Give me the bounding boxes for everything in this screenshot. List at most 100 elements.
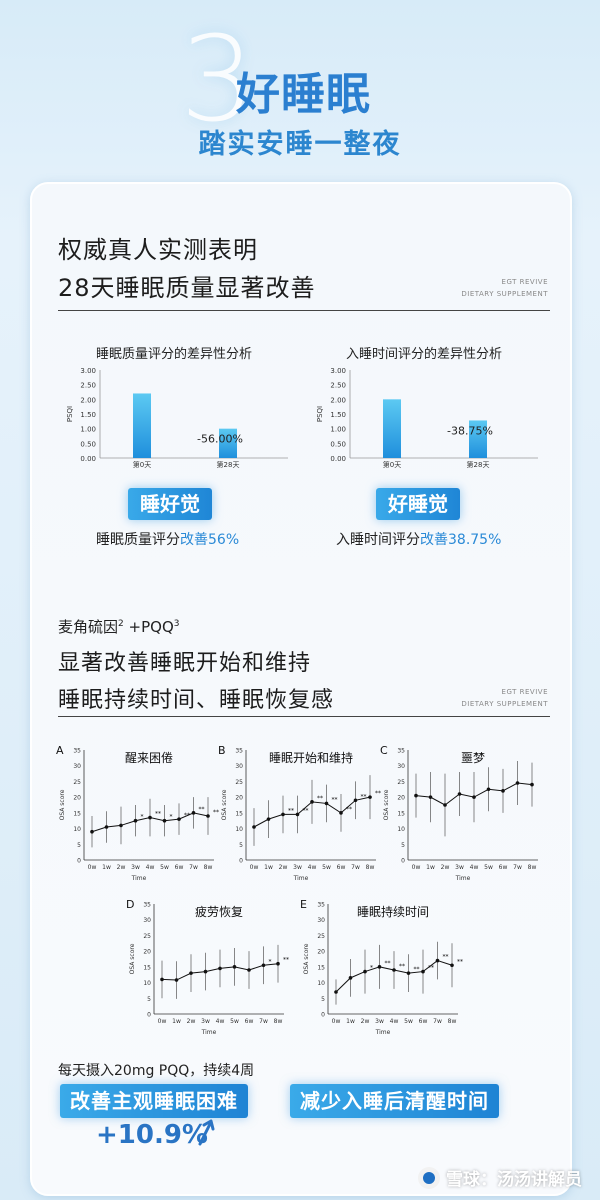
data-point: [189, 971, 193, 975]
y-axis-label: PSQI: [66, 406, 74, 422]
y-tick-label: 0.00: [330, 455, 346, 463]
x-tick-label: 2w: [187, 1018, 196, 1025]
x-tick-label: 6w: [245, 1018, 254, 1025]
x-tick-label: 3w: [293, 864, 302, 871]
x-tick-label: 5w: [230, 1018, 239, 1025]
significance-mark: **: [457, 958, 463, 965]
x-tick-label: 0w: [158, 1018, 167, 1025]
y-tick-label: 20: [397, 795, 405, 802]
bar-chart-title-2: 入睡时间评分的差异性分析: [346, 347, 503, 362]
data-point: [261, 963, 266, 968]
data-point: [177, 817, 181, 821]
x-tick-label: 8w: [528, 864, 537, 871]
data-point: [203, 969, 208, 974]
osa-chart-title: 醒来困倦: [125, 751, 173, 765]
x-tick-label: 4w: [146, 864, 155, 871]
bar-annotation: -38.75%: [447, 424, 493, 437]
y-tick-label: 1.00: [330, 426, 346, 434]
bar: [133, 393, 151, 458]
y-tick-label: 20: [317, 949, 325, 956]
x-tick-label: 5w: [484, 864, 493, 871]
osa-chart-title: 噩梦: [461, 751, 485, 765]
significance-mark: *: [370, 965, 373, 972]
y-axis-label: OSA score: [59, 789, 66, 820]
section2-line1: 显著改善睡眠开始和维持: [58, 651, 312, 676]
bar-chart-quality: 3.00 2.50 2.00 1.50 1.00 0.50 0.00 PSQI 第0天 第28天 -…: [66, 367, 288, 469]
x-tick-label: 2w: [361, 1018, 370, 1025]
x-tick-label: 1w: [346, 1018, 355, 1025]
bar-annotation: -56.00%: [197, 433, 243, 446]
data-point: [339, 811, 343, 815]
y-tick-label: 15: [397, 810, 405, 817]
y-tick-label: 5: [77, 842, 81, 849]
percent-value: +10.9%: [96, 1120, 208, 1150]
banner-wake-time: 减少入睡后清醒时间: [290, 1084, 499, 1118]
y-tick-label: 1.50: [80, 411, 96, 419]
data-point: [148, 815, 152, 820]
data-point: [363, 969, 367, 974]
x-axis-label: Time: [455, 875, 471, 882]
y-tick-label: 0.50: [330, 440, 346, 448]
y-tick-label: 20: [143, 949, 151, 956]
data-point: [90, 829, 94, 834]
y-tick-label: 15: [73, 810, 81, 817]
significance-mark: **: [443, 954, 449, 961]
y-tick-label: 10: [73, 826, 81, 833]
ingredient-line: 麦角硫因2 +PQQ3: [58, 618, 180, 636]
y-tick-label: 0: [147, 1012, 151, 1019]
data-point: [457, 792, 462, 796]
data-point: [501, 789, 505, 793]
y-axis-label: OSA score: [129, 943, 136, 974]
data-point: [421, 969, 425, 974]
data-point: [206, 814, 210, 818]
data-point: [450, 963, 454, 968]
osa-chart-title: 睡眠开始和维持: [269, 750, 353, 765]
banner-subjective: 改善主观睡眠困难: [60, 1084, 248, 1118]
significance-mark: *: [269, 958, 272, 965]
y-tick-label: 15: [143, 964, 151, 971]
y-tick-label: 30: [317, 917, 325, 924]
y-tick-label: 30: [397, 763, 405, 770]
data-point: [133, 818, 138, 823]
y-tick-label: 1.00: [80, 426, 96, 434]
x-tick-label: 3w: [131, 864, 140, 871]
y-tick-label: 2.50: [80, 382, 96, 390]
significance-mark: **: [317, 795, 323, 802]
x-tick-label: 6w: [419, 1018, 428, 1025]
result-caption-2: 入睡时间评分改善38.75%: [336, 532, 502, 548]
data-point: [435, 958, 440, 963]
divider: [58, 310, 550, 311]
data-point: [414, 793, 418, 798]
x-axis-label: Time: [131, 875, 147, 882]
divider-2: [58, 716, 550, 717]
brand-label-2: EGT REVIVE DIETARY SUPPLEMENT: [461, 688, 548, 708]
data-point: [232, 965, 237, 969]
y-tick-label: 10: [143, 980, 151, 987]
y-tick-label: 35: [73, 748, 81, 755]
y-tick-label: 1.50: [330, 411, 346, 419]
data-point: [530, 782, 534, 787]
data-point: [406, 971, 411, 975]
data-point: [218, 966, 222, 971]
x-tick-label: 4w: [216, 1018, 225, 1025]
x-tick-label: 4w: [390, 1018, 399, 1025]
significance-mark: **: [428, 965, 434, 972]
panel-letter: B: [218, 744, 226, 757]
y-tick-label: 10: [235, 826, 243, 833]
data-point: [162, 818, 167, 823]
data-point: [472, 795, 476, 799]
x-tick-label: 0w: [250, 864, 259, 871]
x-tick-label: 4w: [470, 864, 479, 871]
panel-letter: A: [56, 744, 64, 757]
data-point: [377, 965, 382, 969]
result-pill-2: 好睡觉: [376, 488, 460, 520]
x-tick-label: 2w: [117, 864, 126, 871]
y-axis-label: OSA score: [303, 943, 310, 974]
y-tick-label: 15: [235, 810, 243, 817]
y-tick-label: 20: [73, 795, 81, 802]
x-tick-label: 7w: [189, 864, 198, 871]
x-axis-label: Time: [375, 1029, 391, 1036]
data-point: [486, 787, 491, 792]
x-tick-label: 8w: [274, 1018, 283, 1025]
x-tick-label: 5w: [322, 864, 331, 871]
